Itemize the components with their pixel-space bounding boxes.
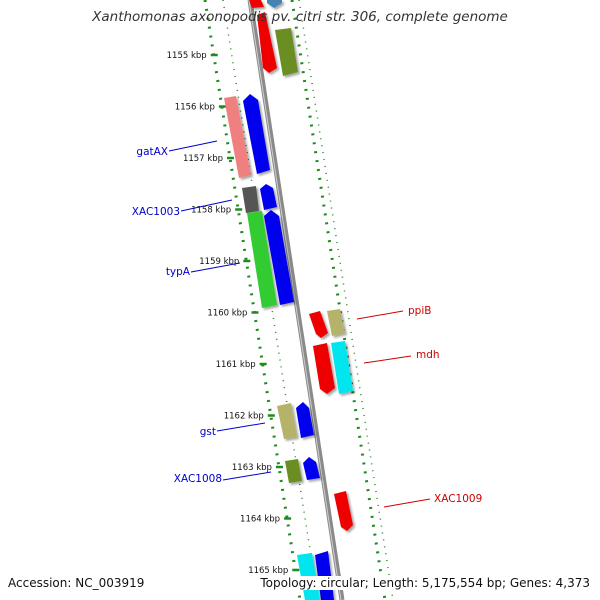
cds-xac1009-red — [334, 491, 353, 531]
leader-xac1008 — [222, 471, 272, 481]
cds-xac1003-gray — [242, 186, 259, 213]
scale-tick-label: 1155 kbp — [167, 51, 207, 61]
scale-tick-label: 1157 kbp — [183, 154, 223, 164]
cds-olive-top — [275, 28, 298, 76]
cds-typa-blue — [264, 210, 294, 305]
leader-ppib — [356, 310, 404, 320]
leader-mdh — [363, 355, 412, 364]
scale-tick-label: 1160 kbp — [207, 309, 247, 319]
dotted-guides — [203, 0, 394, 600]
gene-label-mdh[interactable]: mdh — [416, 349, 440, 361]
cds-ppib-khaki — [327, 309, 345, 336]
gene-label-gst[interactable]: gst — [200, 426, 216, 438]
cds-gst-khaki — [277, 403, 297, 439]
gene-label-typa[interactable]: typA — [166, 266, 191, 278]
cds-top-red — [249, 0, 264, 8]
leader-xac1009 — [383, 498, 431, 508]
scale-tick-label: 1163 kbp — [232, 463, 272, 473]
genome-title: Xanthomonas axonopodis pv. citri str. 30… — [92, 9, 508, 25]
gene-label-xac1009[interactable]: XAC1009 — [434, 493, 482, 505]
cds-ppib-red — [309, 311, 328, 338]
scale-tick-label: 1161 kbp — [216, 360, 256, 370]
topology-text: Topology: circular; Length: 5,175,554 bp… — [260, 576, 590, 590]
gene-label-xac1008[interactable]: XAC1008 — [174, 473, 222, 485]
cds-gst-blue — [296, 402, 314, 438]
cds-gatax-pink — [224, 96, 251, 178]
cds-xac1008-olive — [285, 459, 302, 483]
leader-gatax — [168, 140, 218, 152]
scale-tick-label: 1165 kbp — [248, 566, 288, 576]
scale-tick-label: 1156 kbp — [175, 103, 215, 113]
cds-typa-green — [247, 211, 277, 308]
accession-text: Accession: NC_003919 — [8, 576, 145, 590]
outer-right-dotted-line — [290, 0, 387, 600]
scale-tick-label: 1162 kbp — [224, 412, 264, 422]
scale-tick-label: 1164 kbp — [240, 515, 280, 525]
scale-tick-label: 1158 kbp — [191, 206, 231, 216]
cds-steel-top — [267, 0, 282, 8]
leader-xac1003 — [180, 199, 233, 212]
leader-gst — [216, 422, 266, 432]
cds-gatax-blue — [243, 94, 270, 174]
gene-label-ppib[interactable]: ppiB — [408, 305, 431, 317]
scale-ticks: 1155 kbp 1156 kbp 1157 kbp 1158 kbp 1159 kbp… — [167, 51, 300, 576]
gene-label-xac1003[interactable]: XAC1003 — [132, 206, 180, 218]
cds-red-top — [257, 12, 277, 73]
scale-tick-label: 1159 kbp — [199, 257, 239, 267]
cds-xac1003-blue — [260, 184, 277, 210]
gene-labels: gatAX XAC1003 typA gst XAC1008 ppiB mdh … — [132, 140, 482, 508]
cds-mdh-cyan — [331, 341, 353, 394]
gene-label-gatax[interactable]: gatAX — [136, 146, 168, 158]
leader-typa — [190, 262, 241, 273]
cds-xac1008-blue — [303, 457, 320, 480]
backbone-line — [247, 0, 345, 600]
forward-strand-features — [224, 0, 320, 600]
backbone-highlight — [248, 0, 342, 600]
cds-mdh-red — [313, 343, 335, 394]
reverse-strand-features — [257, 0, 353, 600]
